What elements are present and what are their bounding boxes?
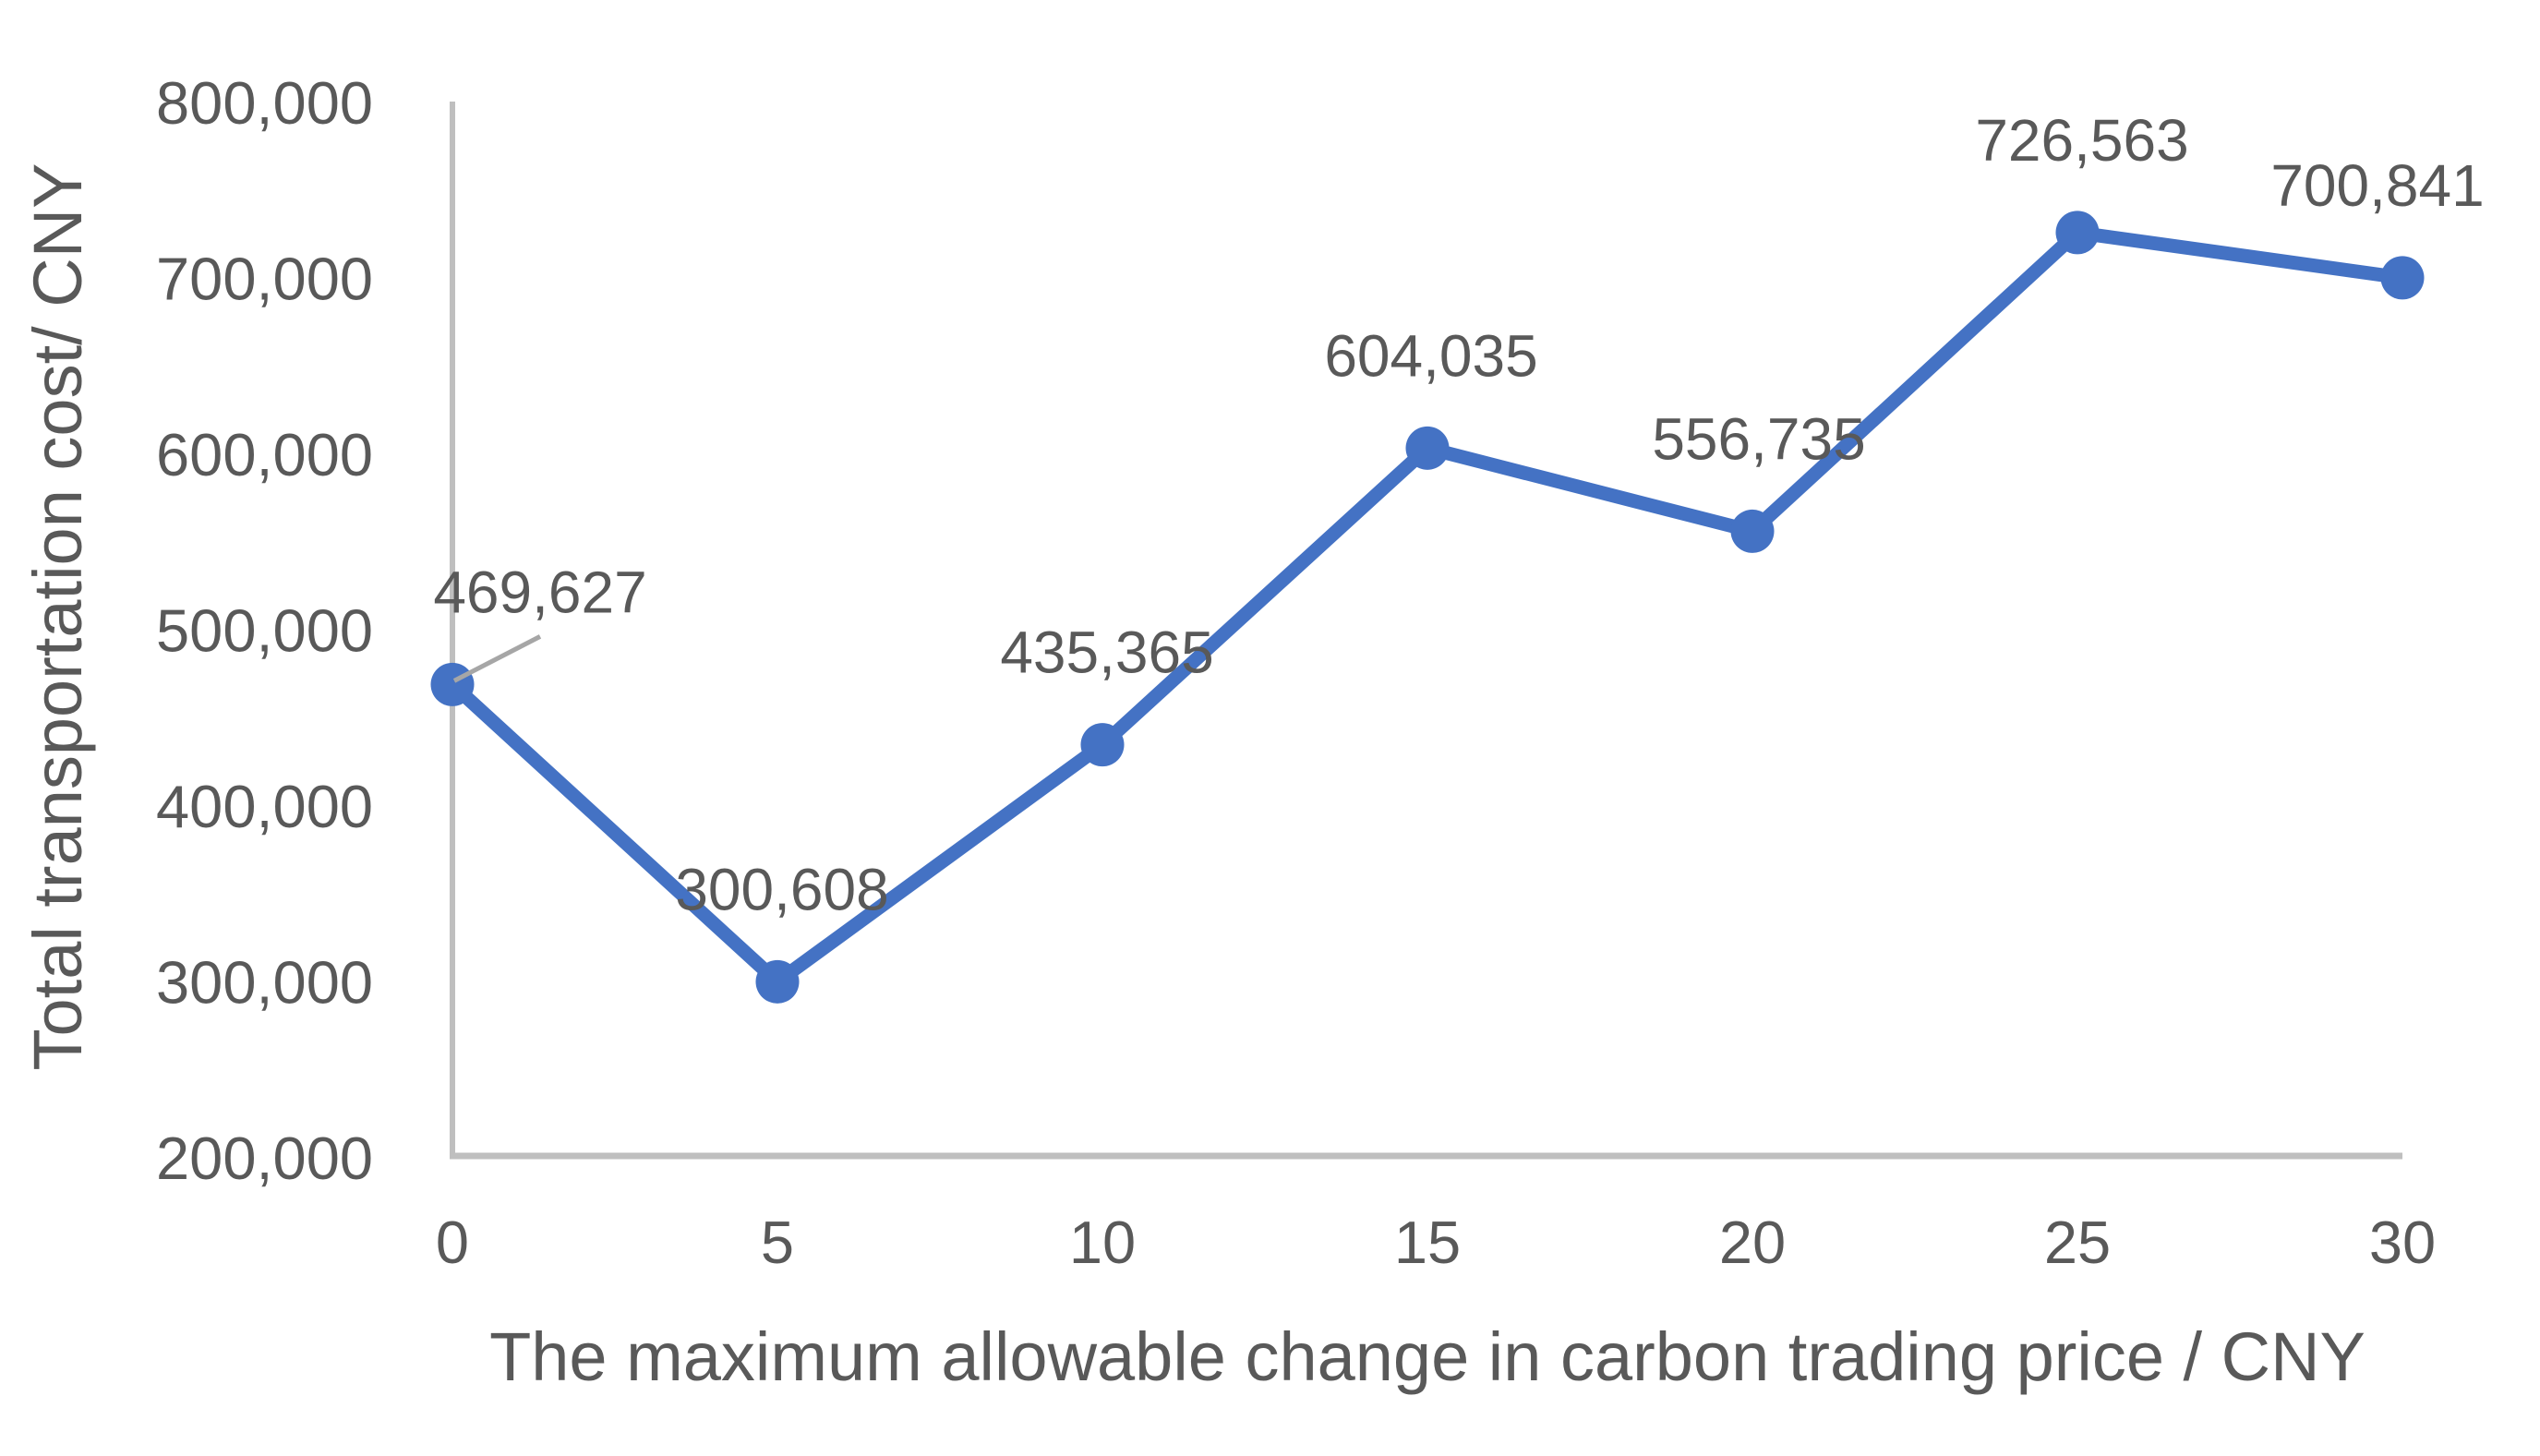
x-axis-tick-label: 15	[1394, 1209, 1461, 1276]
data-point-marker	[2380, 256, 2425, 300]
x-axis-tick-label: 5	[761, 1209, 794, 1276]
data-point-marker	[1080, 723, 1125, 767]
data-label-leader-line	[452, 634, 542, 683]
data-label: 556,735	[1652, 405, 1865, 472]
y-axis-tick-label: 300,000	[156, 949, 373, 1017]
data-label: 726,563	[1975, 107, 2188, 174]
data-point-marker	[430, 662, 475, 706]
y-axis-tick-label: 800,000	[156, 69, 373, 137]
data-point-marker	[1405, 426, 1450, 470]
data-label: 435,365	[1000, 620, 1213, 686]
data-label: 469,627	[433, 559, 646, 625]
x-axis-tick-label: 30	[2369, 1209, 2436, 1276]
data-point-marker	[755, 959, 800, 1004]
y-axis-tick-label: 600,000	[156, 421, 373, 488]
y-axis-tick-label: 500,000	[156, 597, 373, 665]
data-label: 604,035	[1324, 322, 1537, 389]
y-axis-tick-label: 200,000	[156, 1125, 373, 1192]
y-axis-tick-label: 400,000	[156, 773, 373, 840]
x-axis-tick-label: 25	[2044, 1209, 2111, 1276]
y-axis-title: Total transportation cost/ CNY	[19, 163, 96, 1071]
data-point-marker	[1730, 509, 1775, 553]
x-axis-tick-label: 10	[1069, 1209, 1136, 1276]
data-point-marker	[2055, 211, 2100, 255]
data-label: 300,608	[675, 856, 888, 922]
y-axis-tick-label: 700,000	[156, 246, 373, 313]
x-axis-tick-label: 0	[436, 1209, 469, 1276]
x-axis-title: The maximum allowable change in carbon t…	[489, 1318, 2365, 1395]
data-label: 700,841	[2270, 152, 2484, 219]
x-axis-tick-label: 20	[1719, 1209, 1786, 1276]
